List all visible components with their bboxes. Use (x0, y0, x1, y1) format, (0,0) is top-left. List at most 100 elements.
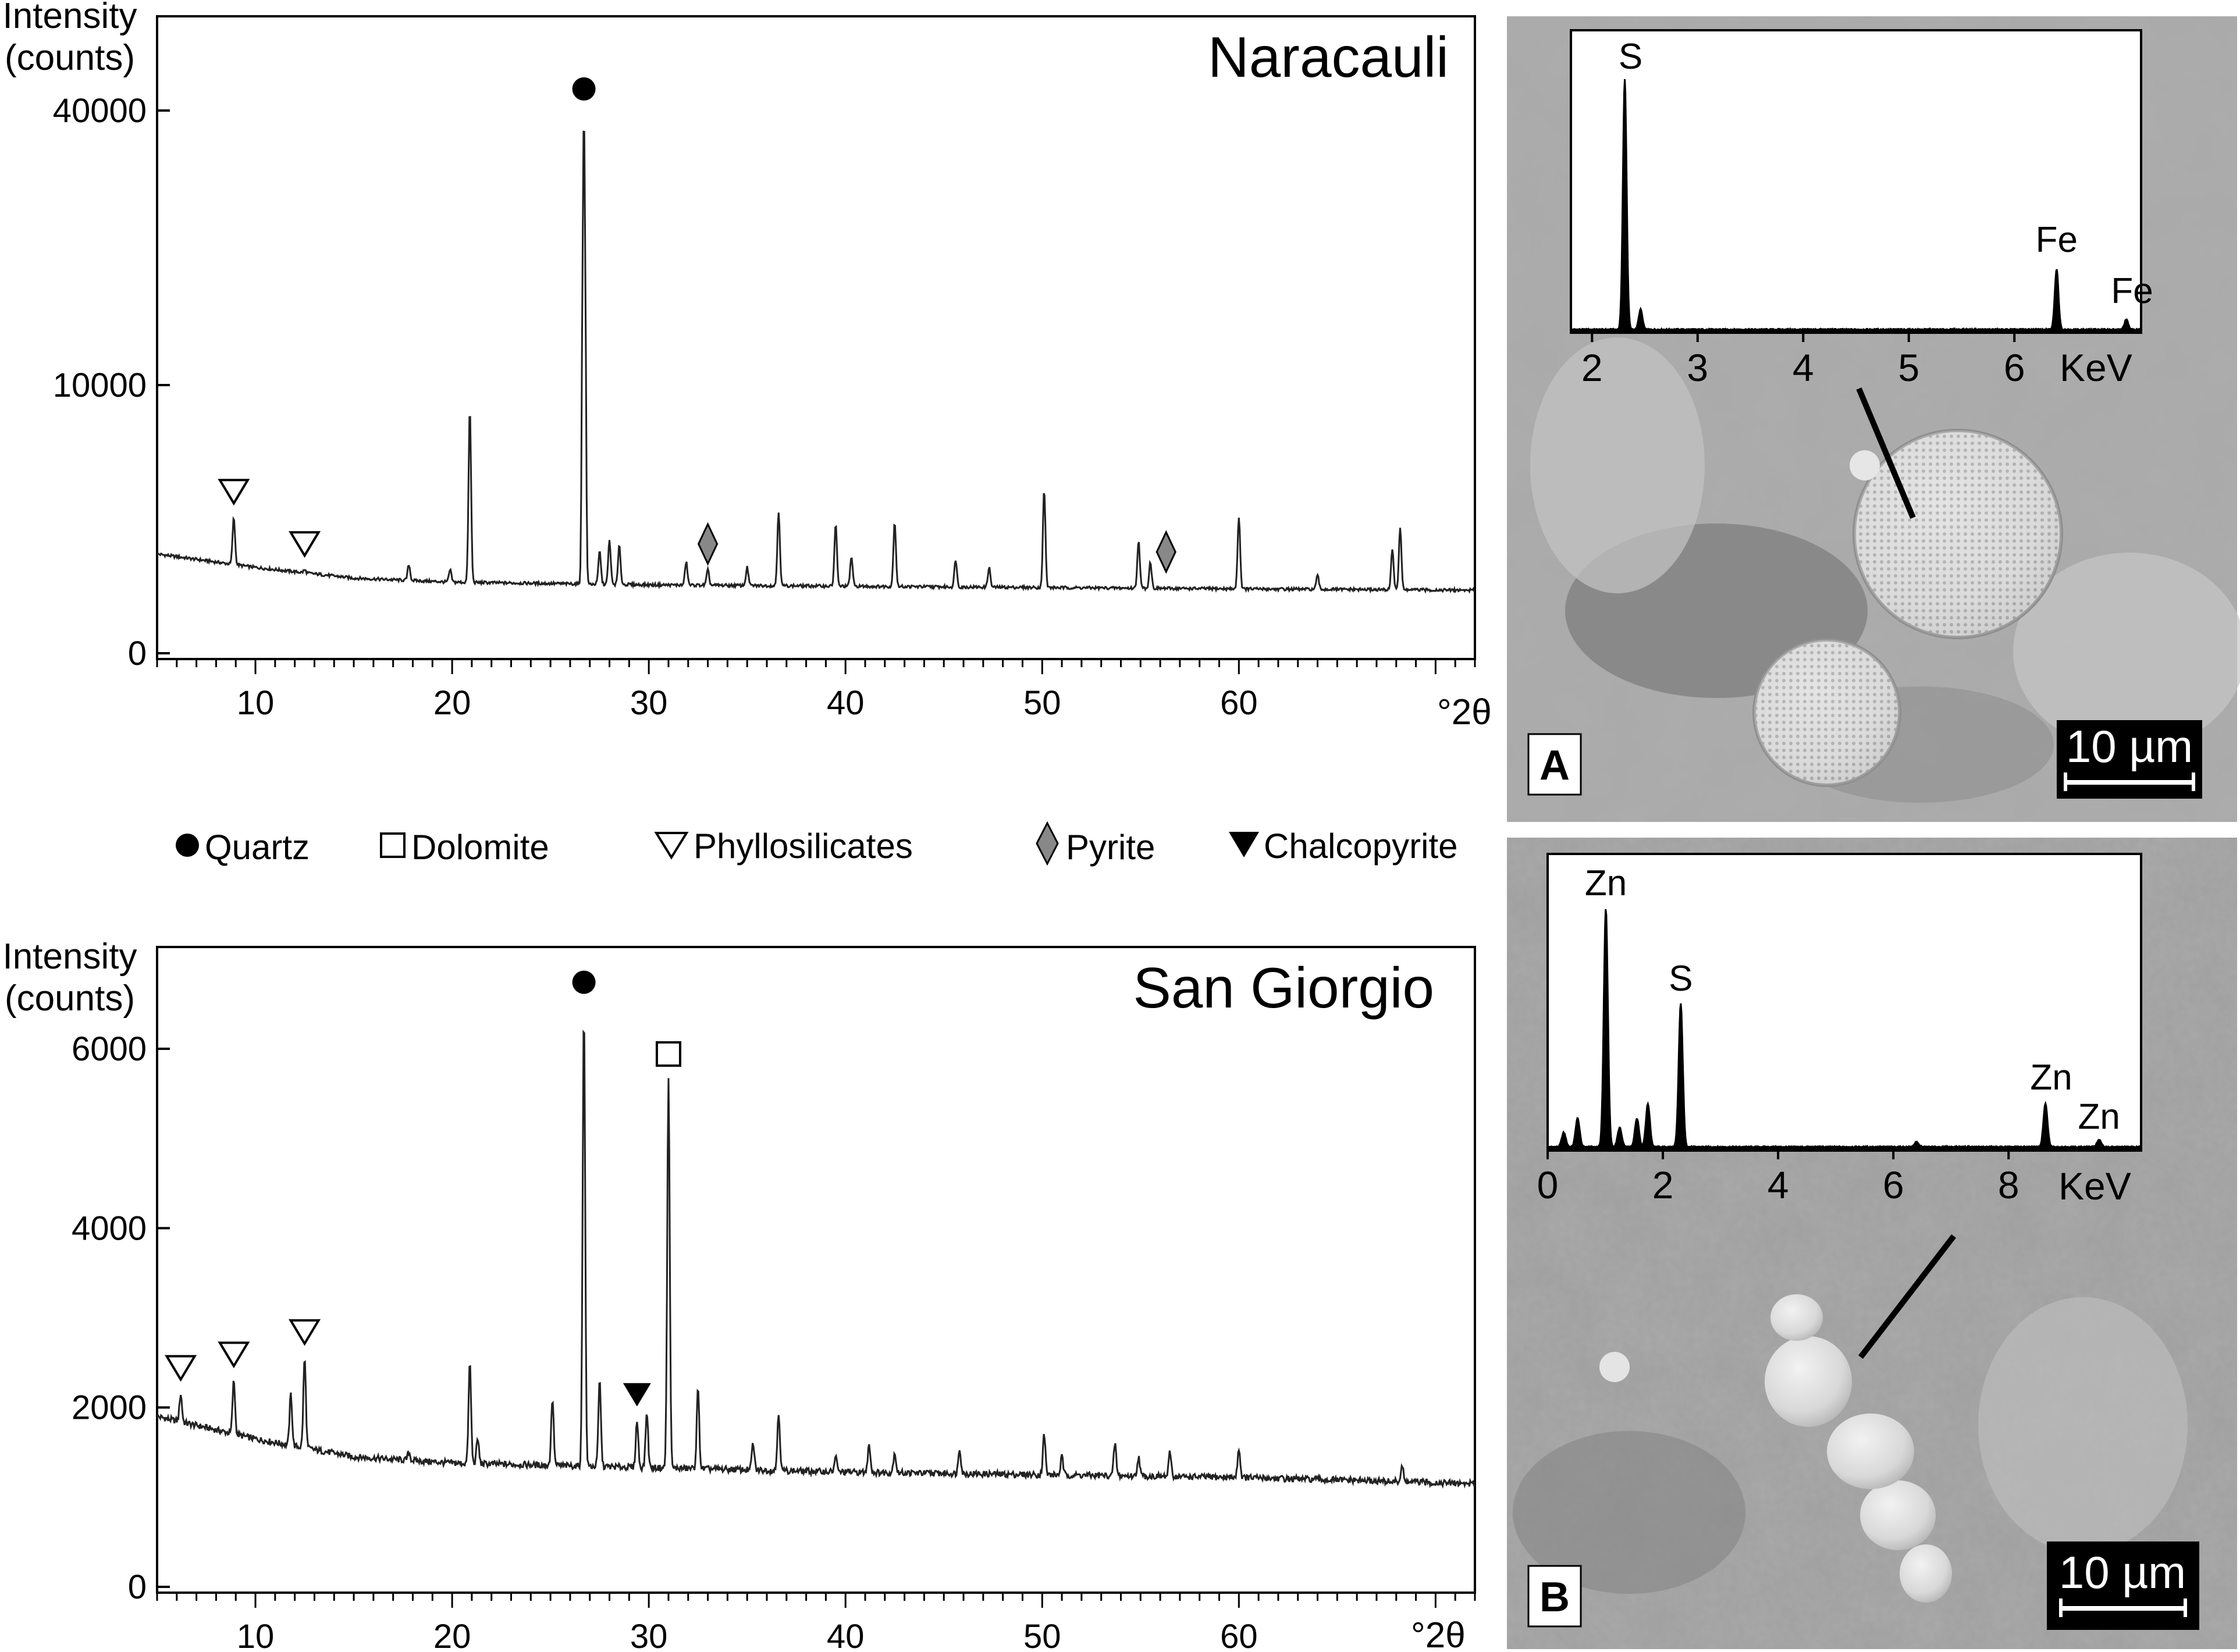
x-tick-label: 10 (237, 1618, 275, 1652)
y-axis-label-line-1: Intensity (counts) (3, 937, 137, 1019)
scale-bar-label: 10 µm (2059, 1547, 2186, 1598)
plot-frame (156, 946, 1476, 1594)
eds-x-tick-label: 5 (1898, 346, 1919, 389)
legend-label: Phyllosilicates (694, 827, 913, 866)
scale-bar-box (2047, 1541, 2199, 1630)
x-tick-label: 60 (1220, 684, 1258, 722)
legend-item-phyllosilicates: Phyllosilicates (654, 827, 913, 866)
xrd-pattern-line (156, 130, 1475, 594)
x-axis-unit: °2θ (1437, 692, 1492, 732)
x-tick-label: 50 (1023, 1618, 1061, 1652)
y-tick-label: 0 (128, 1568, 147, 1606)
eds-peak-label: Zn (1585, 863, 1627, 903)
x-tick-label: 60 (1220, 1618, 1258, 1652)
sem-particle (1850, 450, 1880, 480)
legend-item-pyrite: Pyrite (1036, 821, 1155, 867)
dolomite-marker (655, 1041, 681, 1067)
y-axis-label-line-1: Intensity (counts) (3, 0, 137, 78)
eds-x-tick-label: 4 (1793, 346, 1814, 389)
y-tick-label: 2000 (72, 1389, 147, 1427)
san-giorgio-xrd-chart: Intensity (counts) 0 2000 4000 6000 10 20 30 40… (3, 937, 1476, 1652)
eds-spectrum (1570, 79, 2142, 333)
y-tick-label: 0 (128, 635, 147, 672)
chart-title: San Giorgio (1133, 956, 1434, 1020)
sem-shadow-region (1513, 1431, 1745, 1594)
phyllosilicates-marker (289, 531, 321, 558)
dolomite-marker-icon (380, 832, 406, 858)
legend-label: Pyrite (1066, 828, 1155, 867)
y-tick-label: 40000 (53, 92, 147, 130)
quartz-marker (572, 77, 596, 101)
sphalerite-globule (1765, 1336, 1852, 1427)
chalcopyrite-marker (623, 1383, 651, 1407)
eds-peak-label: S (1619, 37, 1642, 77)
quartz-marker (572, 970, 596, 994)
phyllosilicates-marker (218, 1341, 250, 1369)
legend-label: Dolomite (411, 828, 549, 867)
pyrite-marker-icon (1036, 821, 1059, 866)
panel-letter-box (1527, 733, 1582, 796)
x-tick-label: 20 (433, 684, 471, 722)
sphalerite-globule (1900, 1544, 1952, 1603)
eds-x-unit: KeV (2058, 1165, 2131, 1208)
panel-letter: B (1539, 1574, 1570, 1621)
x-axis-ticks: 10 20 30 40 50 60 (156, 659, 1476, 722)
sem-grain-region (2013, 553, 2240, 750)
eds-x-axis-ticks: 0 2 4 6 8 (1537, 1148, 2141, 1206)
eds-x-unit: KeV (2060, 346, 2132, 389)
x-tick-label: 30 (630, 684, 668, 722)
eds-inset-frame (1546, 853, 2142, 1152)
eds-peak-label: S (1669, 959, 1693, 999)
scale-bar-box (2057, 720, 2202, 799)
eds-x-tick-label: 2 (1581, 346, 1603, 389)
phyllosilicates-marker (289, 1319, 321, 1346)
y-axis-ticks: 0 10000 40000 (53, 92, 170, 672)
eds-peak-label: Zn (2030, 1058, 2072, 1098)
x-tick-label: 40 (827, 684, 865, 722)
sphalerite-globule (1860, 1480, 1936, 1550)
naracauli-xrd-chart: Intensity (counts) 0 10000 40000 10 20 30 40 50… (3, 0, 1492, 732)
phase-markers (165, 970, 681, 1407)
y-axis-ticks: 0 2000 4000 6000 (72, 1030, 170, 1606)
eds-peak-labels: S Fe Fe (1619, 37, 2153, 311)
eds-peak-label: Fe (2036, 220, 2078, 260)
legend-item-quartz: Quartz (176, 828, 310, 867)
eds-x-axis-ticks: 2 3 4 5 6 (1571, 330, 2141, 389)
pyrite-marker (697, 522, 719, 566)
eds-peak-label: Zn (2078, 1097, 2120, 1137)
y-tick-label: 6000 (72, 1030, 147, 1068)
sem-particle (1599, 1352, 1630, 1382)
legend: Quartz Dolomite Phyllosilicates Pyrite C… (176, 821, 1458, 867)
eds-pointer-line (1856, 387, 1916, 519)
sem-grain-region (1978, 1297, 2188, 1553)
eds-spectrum (1546, 909, 2142, 1150)
plot-frame (156, 15, 1476, 660)
legend-label: Quartz (205, 828, 310, 867)
x-axis-ticks: 10 20 30 40 50 60 (156, 1593, 1476, 1652)
x-tick-label: 10 (237, 684, 275, 722)
x-tick-label: 20 (433, 1618, 471, 1652)
phyllosilicates-marker (218, 479, 250, 506)
eds-pointer-line (1858, 1234, 1956, 1359)
xrd-pattern-line (156, 1030, 1475, 1489)
sem-panel-a: S Fe Fe 2 3 4 5 6 KeV A 10 µm (1507, 16, 2240, 822)
x-tick-label: 40 (827, 1618, 865, 1652)
sphalerite-globule (1827, 1414, 1914, 1489)
scale-bar-label: 10 µm (2066, 721, 2193, 772)
eds-x-tick-label: 2 (1652, 1163, 1674, 1206)
framboid-shading (1854, 430, 2061, 638)
panel-letter-box (1527, 1565, 1582, 1628)
sphalerite-globule (1770, 1294, 1823, 1341)
x-tick-label: 30 (630, 1618, 668, 1652)
phase-markers (218, 77, 1176, 574)
phyllosilicates-marker-icon (654, 832, 689, 860)
y-tick-label: 4000 (72, 1209, 147, 1247)
eds-x-tick-label: 8 (1998, 1163, 2019, 1206)
eds-x-tick-label: 0 (1537, 1163, 1559, 1206)
eds-x-tick-label: 6 (2004, 346, 2025, 389)
y-tick-label: 10000 (53, 366, 147, 404)
x-axis-unit: °2θ (1411, 1615, 1466, 1652)
